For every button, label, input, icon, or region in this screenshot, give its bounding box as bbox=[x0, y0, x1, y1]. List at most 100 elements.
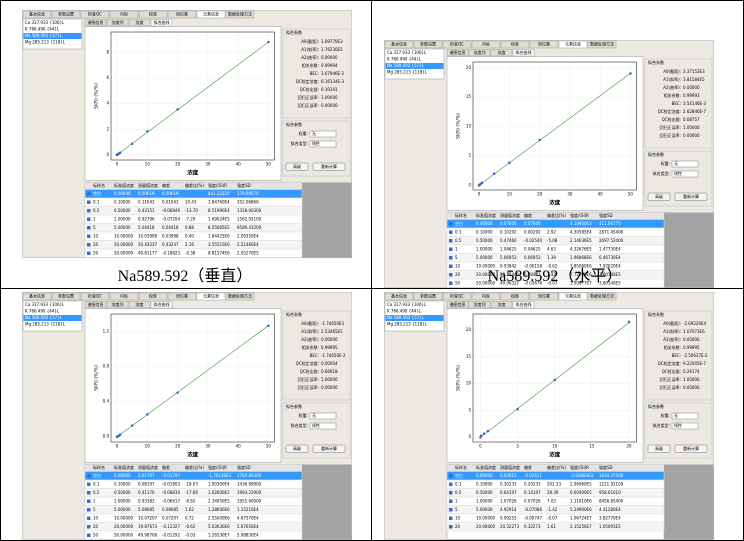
tab-label[interactable]: 基本信息 bbox=[29, 11, 45, 17]
tab[interactable] bbox=[167, 10, 197, 19]
button-label[interactable]: 高级 bbox=[293, 163, 301, 169]
button[interactable] bbox=[674, 192, 708, 201]
subtab-label[interactable]: 谱图信息 bbox=[450, 49, 466, 55]
subtab-label[interactable]: 浓度 bbox=[136, 19, 144, 25]
element-item[interactable]: Mg 285.213 {118}L bbox=[387, 322, 428, 327]
subtab-label[interactable]: 浓度列 bbox=[474, 301, 486, 307]
element-item[interactable]: Na 589.592 {57}L bbox=[25, 315, 63, 320]
tab[interactable] bbox=[500, 40, 530, 49]
tab[interactable] bbox=[167, 292, 197, 301]
element-item[interactable]: K 766.490 {44}L bbox=[387, 57, 422, 62]
tab[interactable] bbox=[196, 10, 226, 19]
tab[interactable] bbox=[384, 292, 414, 301]
subtab-label[interactable]: 谱图信息 bbox=[450, 301, 466, 307]
subtab-label[interactable]: 谱图信息 bbox=[88, 301, 104, 307]
button[interactable] bbox=[674, 444, 708, 453]
button[interactable] bbox=[312, 162, 346, 171]
subtab[interactable] bbox=[468, 49, 491, 57]
button[interactable] bbox=[647, 444, 671, 453]
tab-label[interactable]: 检查QC bbox=[88, 11, 102, 17]
subtab[interactable] bbox=[150, 19, 173, 27]
subtab[interactable] bbox=[106, 301, 129, 309]
tab[interactable] bbox=[80, 292, 110, 301]
select[interactable] bbox=[309, 412, 337, 420]
button-label[interactable]: 重新计算 bbox=[683, 445, 699, 451]
tab-label[interactable]: 参数设置 bbox=[420, 41, 436, 47]
tab-label[interactable]: 内标 bbox=[482, 293, 490, 299]
table-row[interactable] bbox=[84, 530, 303, 540]
tab[interactable] bbox=[587, 40, 617, 49]
element-item[interactable]: K 766.490 {44}L bbox=[387, 309, 422, 314]
select-value[interactable]: 线性 bbox=[312, 422, 320, 428]
tab[interactable] bbox=[225, 10, 255, 19]
tab[interactable] bbox=[22, 292, 52, 301]
tab[interactable] bbox=[500, 292, 530, 301]
button-label[interactable]: 高级 bbox=[293, 445, 301, 451]
subtab[interactable] bbox=[468, 301, 491, 309]
tab-label[interactable]: 校准 bbox=[511, 41, 519, 47]
subtab[interactable] bbox=[128, 301, 151, 309]
table-row[interactable] bbox=[84, 248, 303, 258]
tab[interactable] bbox=[80, 10, 110, 19]
element-item[interactable]: K 766.490 {44}L bbox=[25, 27, 60, 32]
tab[interactable] bbox=[138, 10, 168, 19]
tab[interactable] bbox=[22, 10, 52, 19]
tab[interactable] bbox=[138, 292, 168, 301]
select[interactable] bbox=[671, 422, 699, 430]
subtab[interactable] bbox=[512, 301, 535, 309]
tab-label[interactable]: 元素信息 bbox=[565, 293, 581, 299]
tab[interactable] bbox=[442, 292, 472, 301]
tab[interactable] bbox=[384, 40, 414, 49]
tab-label[interactable]: 参数设置 bbox=[58, 293, 74, 299]
select[interactable] bbox=[309, 422, 337, 430]
element-item[interactable]: Mg 285.213 {118}L bbox=[387, 70, 428, 75]
select[interactable] bbox=[309, 130, 337, 138]
tab-label[interactable]: 内标 bbox=[120, 11, 128, 17]
subtab-label[interactable]: 谱图信息 bbox=[88, 19, 104, 25]
subtab[interactable] bbox=[106, 19, 129, 27]
tab[interactable] bbox=[51, 292, 81, 301]
button[interactable] bbox=[285, 162, 309, 171]
select[interactable] bbox=[671, 160, 699, 168]
tab-label[interactable]: 数据处理方法 bbox=[590, 41, 614, 47]
tab-label[interactable]: 参数设置 bbox=[420, 293, 436, 299]
subtab-label[interactable]: 浓度列 bbox=[112, 301, 124, 307]
element-item[interactable]: Na 589.592 {57}L bbox=[25, 33, 63, 38]
select[interactable] bbox=[309, 140, 337, 148]
element-item[interactable]: Na 589.592 {57}L bbox=[387, 63, 425, 68]
subtab-label[interactable]: 拟合曲线 bbox=[516, 49, 532, 55]
tab[interactable] bbox=[109, 10, 139, 19]
tab[interactable] bbox=[471, 40, 501, 49]
button-label[interactable]: 高级 bbox=[655, 445, 663, 451]
tab-label[interactable]: 元素信息 bbox=[565, 41, 581, 47]
button-label[interactable]: 重新计算 bbox=[321, 163, 337, 169]
tab-label[interactable]: 数据处理方法 bbox=[228, 11, 252, 17]
tab-label[interactable]: 检查QC bbox=[450, 293, 464, 299]
button-label[interactable]: 重新计算 bbox=[683, 193, 699, 199]
tab-label[interactable]: 校准 bbox=[149, 11, 157, 17]
tab[interactable] bbox=[529, 292, 559, 301]
button-label[interactable]: 高级 bbox=[655, 193, 663, 199]
button[interactable] bbox=[285, 444, 309, 453]
subtab-label[interactable]: 浓度列 bbox=[112, 19, 124, 25]
tab[interactable] bbox=[51, 10, 81, 19]
select[interactable] bbox=[671, 170, 699, 178]
table-row[interactable] bbox=[446, 522, 665, 532]
element-item[interactable]: Ca 317.933 {106}L bbox=[387, 50, 427, 55]
tab[interactable] bbox=[558, 40, 588, 49]
table-row[interactable] bbox=[446, 278, 665, 288]
subtab-label[interactable]: 浓度 bbox=[498, 301, 506, 307]
tab-label[interactable]: 基本信息 bbox=[391, 41, 407, 47]
subtab-label[interactable]: 浓度 bbox=[498, 49, 506, 55]
button-label[interactable]: 重新计算 bbox=[321, 445, 337, 451]
tab-label[interactable]: 内标 bbox=[482, 41, 490, 47]
tab[interactable] bbox=[413, 292, 443, 301]
tab-label[interactable]: 数据处理方法 bbox=[590, 293, 614, 299]
tab-label[interactable]: 同位素 bbox=[176, 293, 188, 299]
tab-label[interactable]: 同位素 bbox=[538, 293, 550, 299]
subtab[interactable] bbox=[446, 49, 469, 57]
tab-label[interactable]: 同位素 bbox=[538, 41, 550, 47]
tab-label[interactable]: 数据处理方法 bbox=[228, 293, 252, 299]
select-value[interactable]: 线性 bbox=[674, 170, 682, 176]
button[interactable] bbox=[312, 444, 346, 453]
